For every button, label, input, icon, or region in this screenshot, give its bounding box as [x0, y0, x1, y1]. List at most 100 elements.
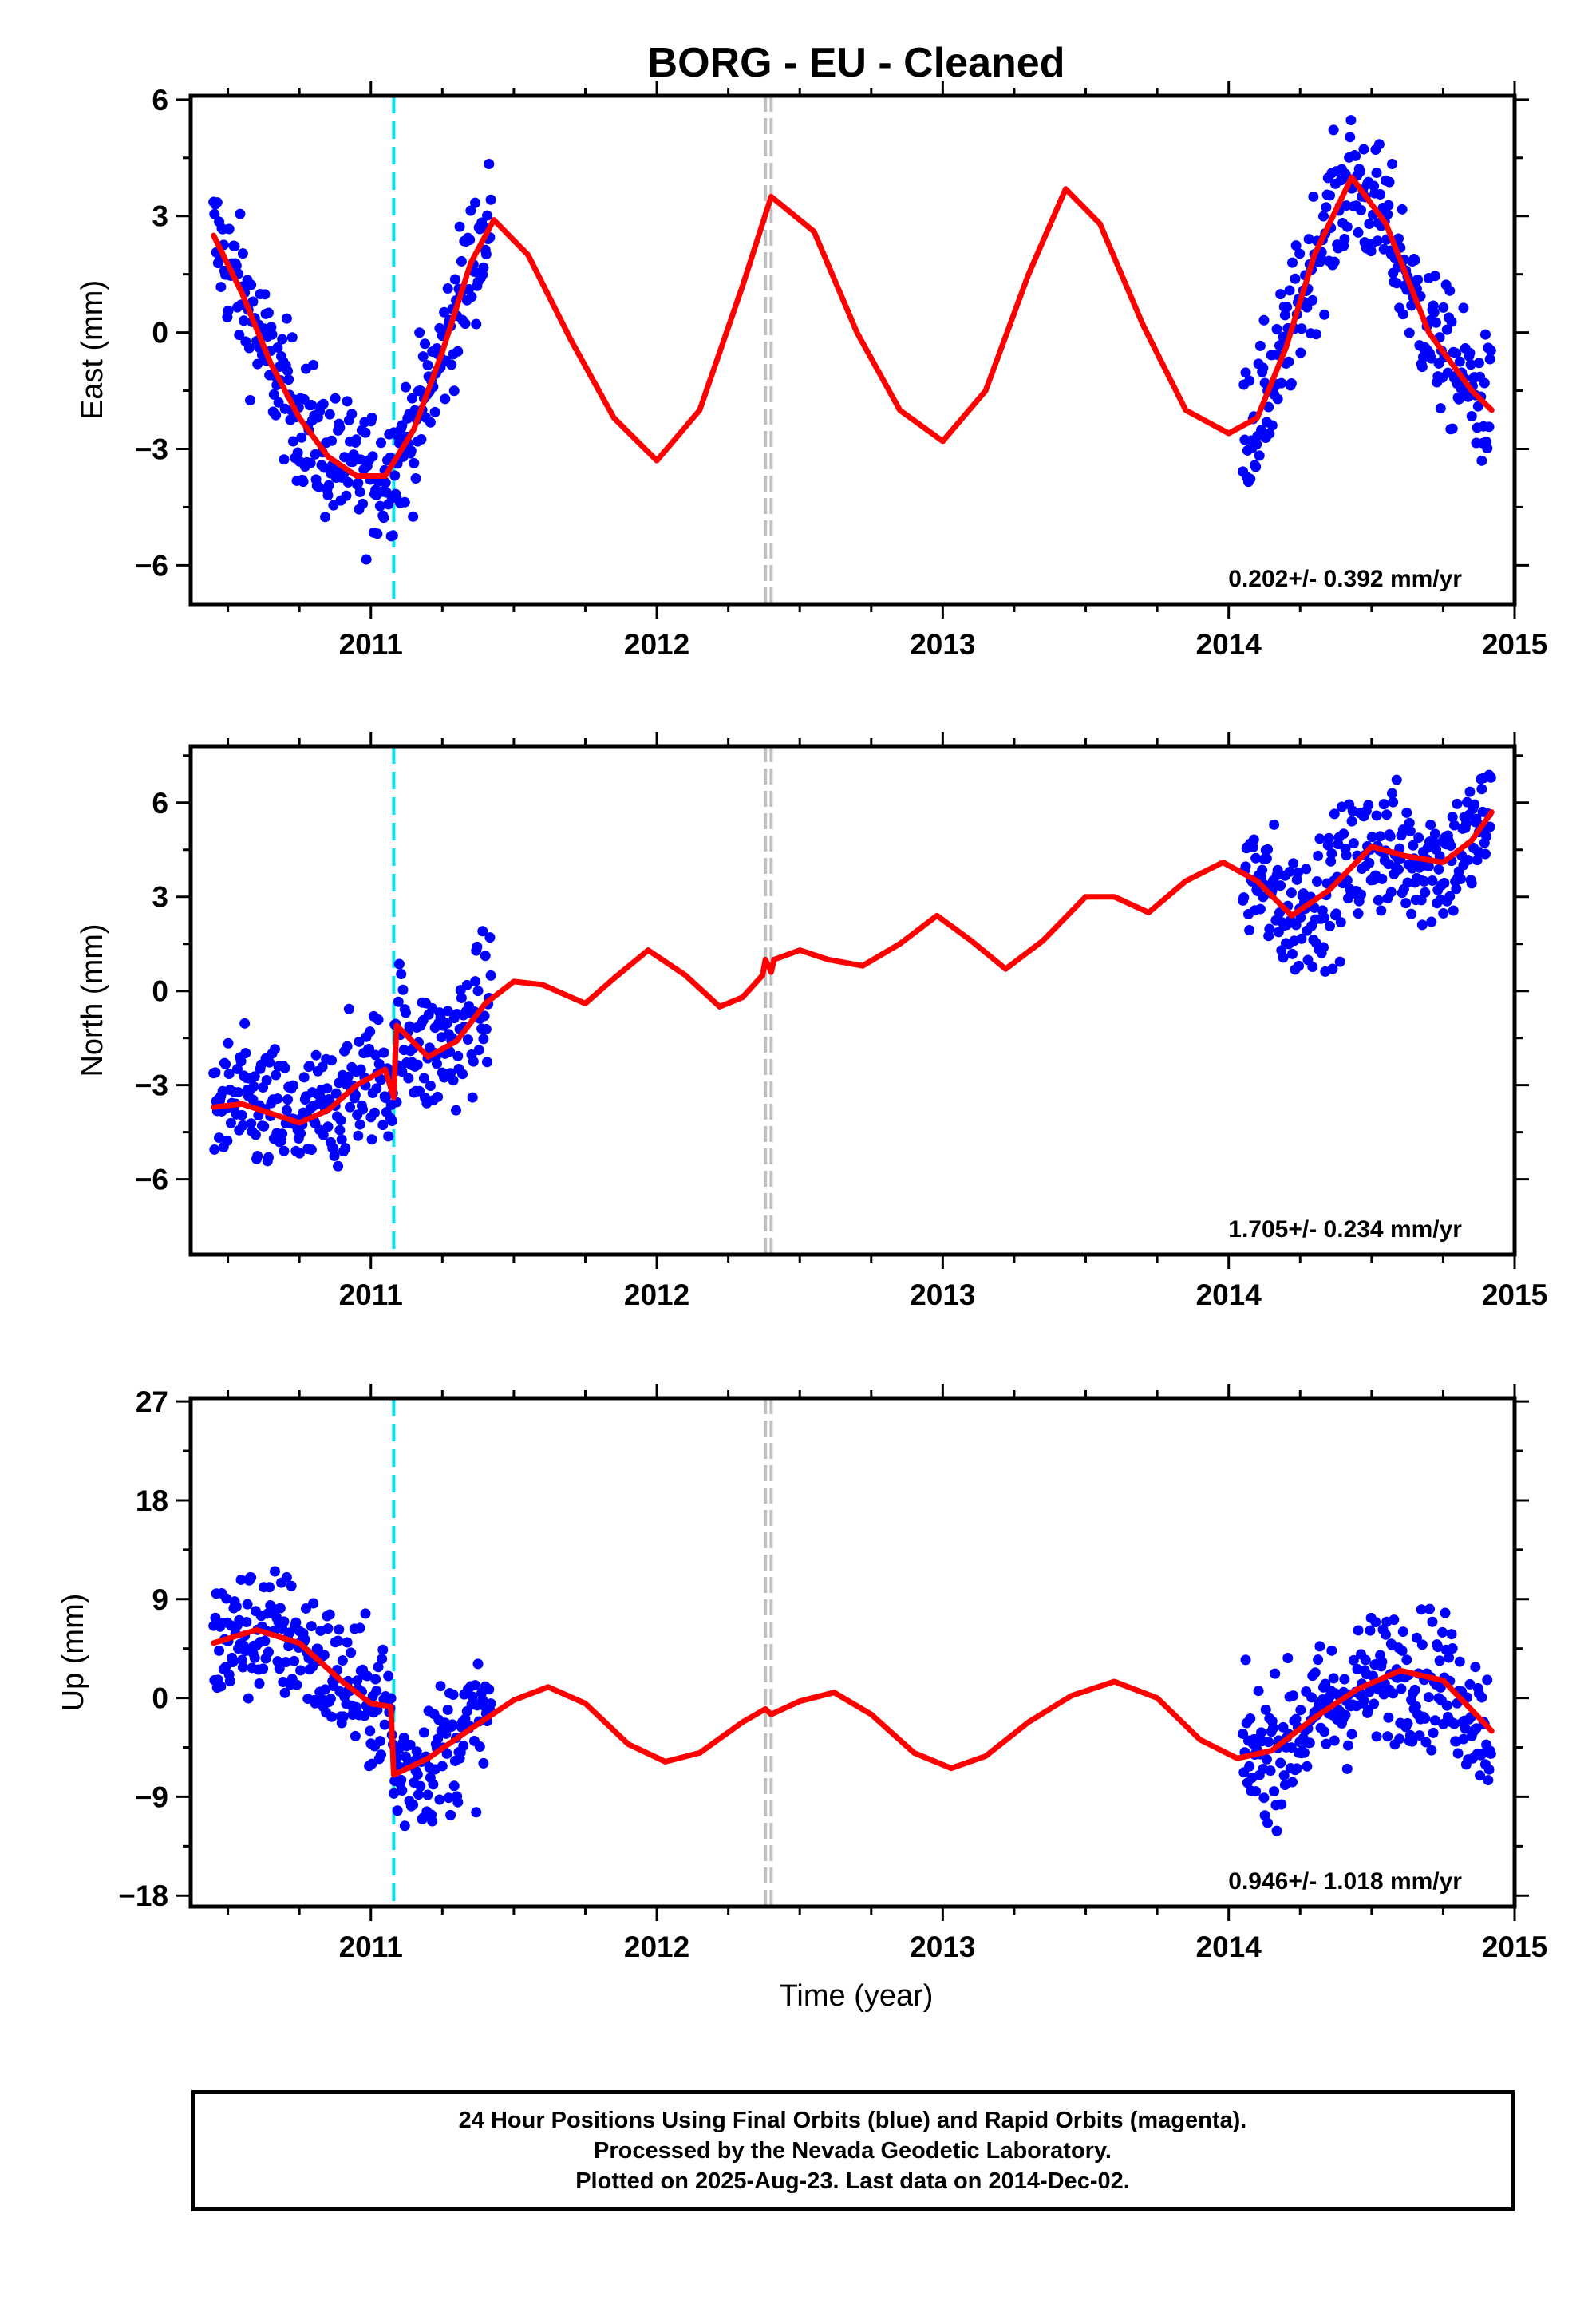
- footer-line-3: Plotted on 2025-Aug-23. Last data on 201…: [575, 2168, 1130, 2194]
- data-point: [1396, 1683, 1407, 1694]
- y-tick-label: −3: [135, 1069, 168, 1102]
- data-point: [441, 1748, 452, 1759]
- data-point: [1476, 784, 1487, 795]
- data-point: [1408, 840, 1419, 851]
- data-point: [338, 1711, 349, 1722]
- data-point: [289, 1655, 300, 1666]
- data-point: [1447, 812, 1458, 823]
- data-point: [235, 208, 246, 219]
- data-point: [1350, 150, 1361, 161]
- data-point: [1394, 1733, 1405, 1745]
- data-point: [1278, 1770, 1290, 1781]
- data-point: [281, 1105, 292, 1116]
- data-point: [1406, 300, 1417, 311]
- data-point: [1414, 1730, 1425, 1741]
- data-point: [440, 393, 451, 405]
- data-point: [1427, 1616, 1438, 1627]
- data-point: [1386, 159, 1397, 170]
- data-point: [273, 397, 284, 408]
- data-point: [1341, 221, 1353, 232]
- data-point: [1303, 234, 1314, 245]
- x-tick-label: 2014: [1196, 628, 1262, 661]
- data-point: [1377, 873, 1388, 884]
- data-point: [464, 235, 476, 246]
- data-point: [295, 1665, 306, 1676]
- data-point: [1363, 800, 1374, 811]
- data-point: [441, 1018, 452, 1029]
- data-point: [1485, 345, 1496, 356]
- data-point: [240, 1048, 251, 1059]
- x-tick-label: 2015: [1482, 1279, 1547, 1311]
- data-point: [1409, 255, 1420, 266]
- data-point: [478, 262, 489, 273]
- data-point: [354, 487, 365, 498]
- data-point: [1428, 307, 1440, 318]
- data-point: [1406, 908, 1417, 919]
- data-point: [1464, 1678, 1476, 1690]
- data-point: [1339, 1674, 1350, 1685]
- data-point: [1307, 962, 1318, 973]
- data-point: [1356, 889, 1367, 900]
- data-point: [1314, 1641, 1325, 1652]
- y-tick-label: 0: [152, 1682, 168, 1715]
- data-point: [295, 1128, 306, 1139]
- data-point: [259, 1120, 270, 1132]
- data-point: [1325, 920, 1336, 931]
- data-point: [1388, 1688, 1399, 1699]
- data-point: [375, 437, 386, 449]
- data-point: [342, 1071, 354, 1082]
- data-point: [385, 1693, 397, 1704]
- y-tick-label: 9: [152, 1583, 168, 1616]
- data-point: [1260, 1704, 1271, 1715]
- data-point: [328, 500, 339, 511]
- data-point: [1275, 880, 1286, 891]
- data-point: [325, 1694, 336, 1705]
- rate-annotation: 1.705+/- 0.234 mm/yr: [1228, 1216, 1462, 1243]
- data-point: [1452, 1748, 1464, 1759]
- data-point: [320, 512, 331, 523]
- data-point: [1341, 1763, 1353, 1774]
- data-point: [375, 1749, 386, 1761]
- data-point: [425, 417, 436, 428]
- data-point: [1262, 844, 1274, 855]
- data-point: [1426, 1745, 1437, 1756]
- data-point: [246, 1118, 257, 1129]
- data-point: [454, 221, 465, 232]
- data-point: [1323, 832, 1334, 844]
- data-area: [208, 1398, 1496, 1907]
- data-point: [275, 1603, 286, 1614]
- data-point: [1416, 1639, 1428, 1650]
- data-point: [431, 1058, 442, 1069]
- data-point: [1313, 1654, 1324, 1666]
- data-point: [330, 1088, 342, 1099]
- data-point: [377, 1654, 388, 1665]
- data-point: [471, 1807, 482, 1818]
- data-point: [236, 1109, 247, 1120]
- rate-annotation: 0.202+/- 0.392 mm/yr: [1228, 566, 1462, 592]
- data-point: [1365, 1625, 1376, 1636]
- data-point: [214, 1645, 225, 1656]
- data-point: [1484, 821, 1495, 832]
- data-point: [1240, 1654, 1251, 1666]
- data-point: [1287, 948, 1298, 959]
- data-point: [1319, 912, 1330, 923]
- data-point: [389, 1788, 400, 1799]
- data-point: [1466, 410, 1477, 421]
- data-point: [1460, 1723, 1471, 1734]
- data-point: [318, 1650, 330, 1661]
- data-point: [342, 1637, 353, 1648]
- data-point: [1464, 786, 1476, 797]
- data-point: [1416, 1604, 1427, 1615]
- data-point: [272, 1093, 283, 1105]
- plot-frame: [188, 744, 1517, 1257]
- data-point: [1437, 1626, 1448, 1638]
- x-tick-label: 2015: [1482, 628, 1547, 661]
- data-point: [448, 385, 460, 397]
- data-point: [466, 291, 477, 302]
- data-point: [263, 1152, 274, 1163]
- data-point: [389, 470, 401, 481]
- data-point: [227, 1656, 239, 1667]
- data-point: [1377, 1656, 1388, 1667]
- data-point: [1279, 310, 1290, 321]
- data-point: [1267, 1722, 1278, 1733]
